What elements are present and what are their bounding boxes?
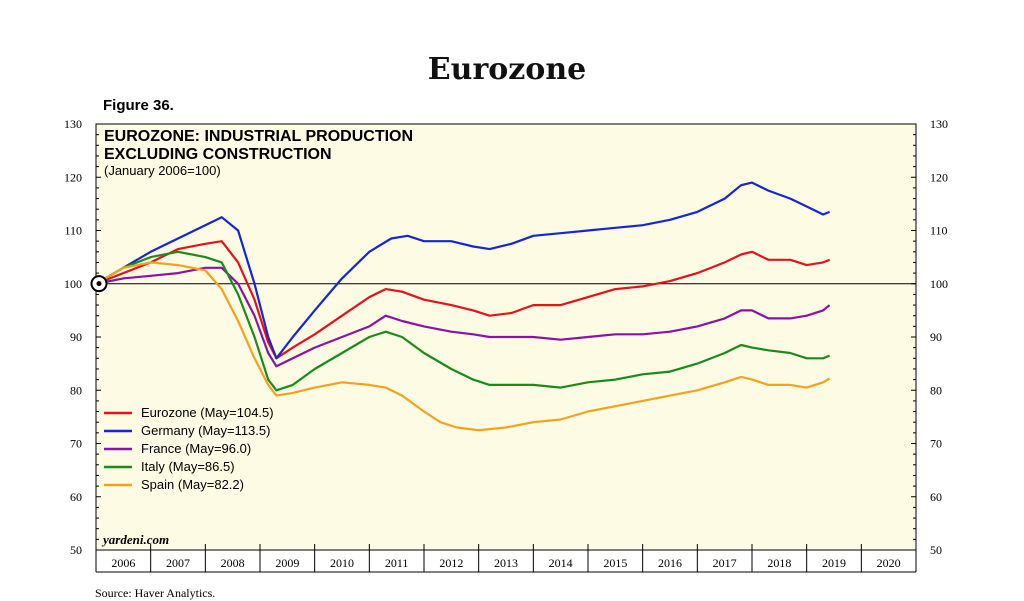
series-line-4 (95, 261, 831, 432)
y-tick-label-right: 80 (930, 383, 942, 397)
x-tick-label: 2007 (166, 556, 190, 570)
x-tick-label: 2016 (658, 556, 682, 570)
x-tick-label: 2015 (603, 556, 627, 570)
y-tick-label-left: 80 (70, 383, 82, 397)
x-tick-label: 2018 (767, 556, 791, 570)
y-tick-label-left: 120 (64, 170, 82, 184)
legend-label: Italy (May=86.5) (141, 459, 235, 474)
brand-watermark: yardeni.com (101, 532, 169, 547)
y-tick-label-left: 60 (70, 490, 82, 504)
y-tick-label-right: 70 (930, 437, 942, 451)
y-tick-label-left: 110 (64, 224, 82, 238)
x-tick-label: 2020 (877, 556, 901, 570)
x-tick-label: 2008 (221, 556, 245, 570)
chart-subtitle: (January 2006=100) (104, 163, 221, 178)
y-tick-label-right: 130 (930, 117, 948, 131)
x-tick-label: 2012 (439, 556, 463, 570)
y-tick-label-right: 90 (930, 330, 942, 344)
y-tick-label-right: 100 (930, 277, 948, 291)
y-tick-label-right: 60 (930, 490, 942, 504)
origin-marker-dot (96, 281, 102, 287)
series-line-1 (95, 181, 831, 360)
x-tick-label: 2006 (111, 556, 135, 570)
legend-label: Germany (May=113.5) (141, 423, 270, 438)
y-tick-label-left: 70 (70, 437, 82, 451)
legend-label: France (May=96.0) (141, 441, 251, 456)
y-tick-label-right: 50 (930, 543, 942, 557)
series-line-0 (95, 240, 831, 360)
y-tick-label-right: 120 (930, 170, 948, 184)
y-tick-label-left: 130 (64, 117, 82, 131)
series-line-2 (95, 266, 831, 368)
y-tick-label-right: 110 (930, 224, 948, 238)
x-tick-label: 2014 (549, 556, 573, 570)
figure-label: Figure 36. (103, 97, 174, 114)
chart-title-line2: EXCLUDING CONSTRUCTION (104, 146, 332, 163)
y-tick-label-left: 50 (70, 543, 82, 557)
x-tick-label: 2010 (330, 556, 354, 570)
legend-label: Spain (May=82.2) (141, 477, 244, 492)
y-tick-label-left: 100 (64, 277, 82, 291)
x-tick-label: 2013 (494, 556, 518, 570)
x-tick-label: 2011 (385, 556, 409, 570)
y-tick-label-left: 90 (70, 330, 82, 344)
page-title: Eurozone (427, 52, 587, 87)
legend-label: Eurozone (May=104.5) (141, 405, 274, 420)
chart-title: EUROZONE: INDUSTRIAL PRODUCTION (104, 128, 413, 145)
x-tick-label: 2019 (822, 556, 846, 570)
x-tick-label: 2009 (275, 556, 299, 570)
x-tick-label: 2017 (713, 556, 737, 570)
series-line-3 (95, 250, 831, 392)
